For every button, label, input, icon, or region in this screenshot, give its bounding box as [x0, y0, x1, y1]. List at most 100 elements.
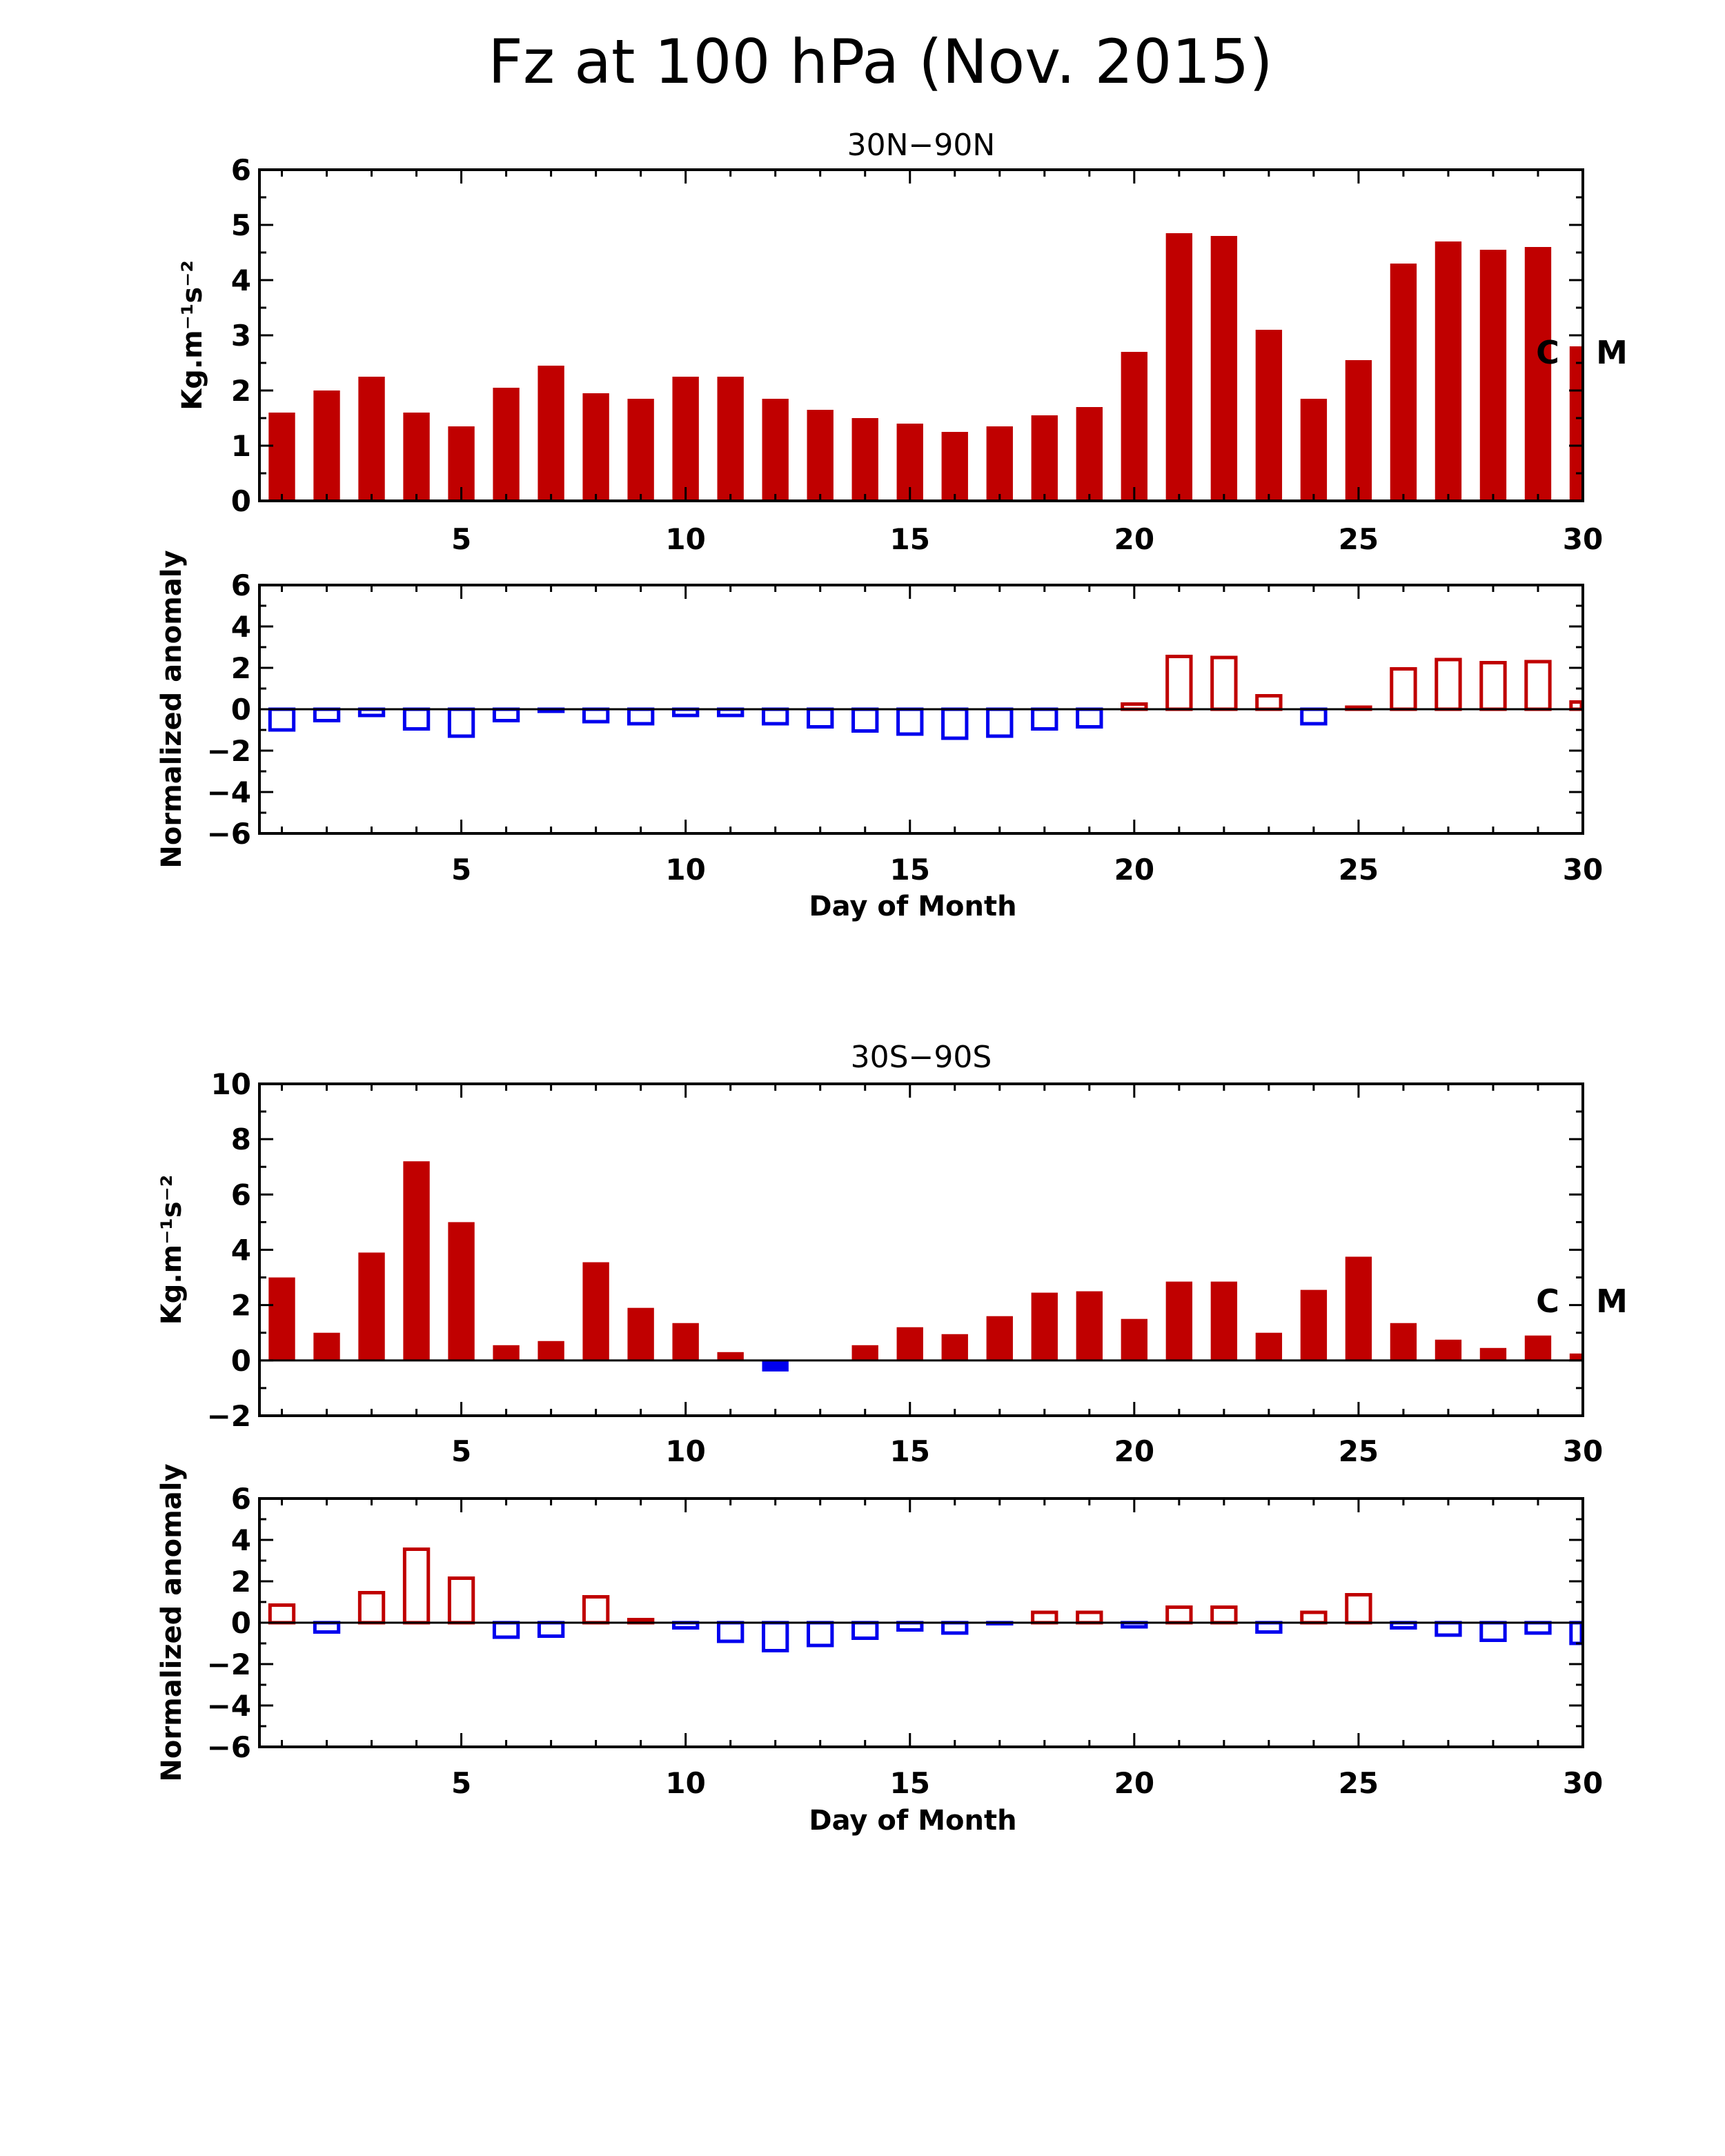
- bar: [1255, 1332, 1283, 1361]
- bar: [582, 1595, 610, 1625]
- bar: [1435, 241, 1462, 501]
- chart-panel-4: 5 10 15 20 25 30 −6 −4 −2 0 2 4 6 Normalized anomaly D…: [156, 1463, 1603, 1837]
- bar: [717, 377, 744, 501]
- bar: [896, 707, 924, 736]
- y-tick-label: 6: [231, 1482, 251, 1516]
- bar: [538, 366, 564, 501]
- bar: [762, 1621, 789, 1652]
- x-tick-label: 30: [1563, 853, 1603, 887]
- y-tick-label: 6: [231, 568, 251, 602]
- y-tick-label: 6: [231, 1178, 251, 1211]
- bar: [1255, 1621, 1283, 1634]
- bar: [1165, 655, 1193, 711]
- x-tick-label: 30: [1563, 522, 1603, 556]
- bar: [941, 1621, 969, 1635]
- bar: [941, 1334, 968, 1361]
- bar: [851, 1345, 878, 1361]
- y-tick-label: 6: [231, 153, 251, 187]
- bar: [672, 1323, 699, 1361]
- bar: [807, 707, 834, 729]
- bar: [1479, 250, 1507, 501]
- bar: [672, 377, 699, 501]
- bar: [402, 707, 431, 731]
- y-tick-label: 2: [231, 1289, 251, 1323]
- bar: [1390, 667, 1417, 711]
- bar: [1524, 660, 1552, 711]
- y-tick-label: 4: [231, 1523, 251, 1557]
- bar: [807, 1621, 834, 1648]
- x-tick-label: 25: [1339, 522, 1379, 556]
- y-tick-label: 2: [231, 374, 251, 408]
- y-tick-label: 10: [211, 1067, 251, 1101]
- bar: [492, 1621, 520, 1639]
- bar: [1345, 1256, 1372, 1361]
- bar: [1121, 352, 1148, 501]
- x-tick-label: 20: [1114, 853, 1154, 887]
- bar: [1345, 360, 1372, 501]
- bar: [1031, 1610, 1058, 1625]
- bar: [492, 707, 520, 722]
- y-tick-label: 0: [231, 1606, 251, 1640]
- y-tick-label: 1: [231, 429, 251, 463]
- bar: [268, 1603, 296, 1625]
- bar: [537, 1621, 565, 1638]
- bar: [1210, 1281, 1238, 1361]
- x-tick-label: 10: [665, 522, 705, 556]
- bar: [447, 707, 475, 738]
- bar: [762, 707, 789, 726]
- bar: [313, 1332, 340, 1361]
- bar: [448, 1222, 475, 1361]
- y-tick-label: −6: [207, 817, 251, 851]
- chart-panel-3: 5 10 15 20 25 30 −2 0 2 4 6 8 10 30S−90S Kg.m⁻¹s⁻² C M: [156, 1040, 1628, 1468]
- chart-panel-1: 5 10 15 20 25 30 0 1 2 3 4 5 6 30N−90N Kg.m⁻¹s⁻² C M: [177, 128, 1628, 556]
- bar: [1300, 707, 1328, 726]
- x-axis-label: Day of Month: [809, 1805, 1016, 1837]
- x-tick-label: 25: [1339, 853, 1379, 887]
- x-tick-label: 10: [665, 853, 705, 887]
- x-tick-label: 20: [1114, 522, 1154, 556]
- bar: [402, 1547, 431, 1625]
- bar: [1479, 1347, 1507, 1361]
- bar: [1300, 1610, 1328, 1625]
- bar: [1076, 1291, 1103, 1361]
- x-tick-label: 25: [1339, 1766, 1379, 1800]
- bar: [627, 707, 655, 726]
- annotation-m: M: [1596, 1283, 1628, 1320]
- bar: [403, 413, 430, 501]
- x-tick-label: 30: [1563, 1766, 1603, 1800]
- bar: [313, 707, 341, 722]
- y-axis-label: Kg.m⁻¹s⁻²: [177, 260, 208, 411]
- bar: [1390, 264, 1417, 501]
- y-tick-label: 0: [231, 484, 251, 518]
- x-tick-label: 25: [1339, 1434, 1379, 1468]
- bar: [1076, 407, 1103, 501]
- bar: [1210, 655, 1238, 711]
- y-tick-label: 0: [231, 1344, 251, 1378]
- bar: [1569, 1621, 1584, 1645]
- bar: [1165, 233, 1193, 501]
- chart-panel-2: 5 10 15 20 25 30 −6 −4 −2 0 2 4 6 Normalized anomaly D…: [156, 550, 1603, 922]
- y-tick-label: −6: [207, 1730, 251, 1764]
- bar: [941, 707, 969, 740]
- bar: [627, 1307, 654, 1361]
- bar: [1255, 694, 1283, 711]
- bar: [851, 418, 878, 501]
- panel-title: 30N−90N: [847, 128, 996, 163]
- bar: [941, 432, 968, 501]
- bar: [1569, 346, 1583, 501]
- bar: [807, 410, 834, 501]
- bar: [582, 707, 610, 724]
- bar: [1524, 1621, 1552, 1635]
- bar: [1569, 1353, 1583, 1361]
- bar: [851, 707, 879, 733]
- x-tick-label: 10: [665, 1766, 705, 1800]
- bar: [313, 1621, 341, 1634]
- x-tick-label: 15: [890, 522, 930, 556]
- y-tick-label: −4: [207, 1689, 251, 1723]
- y-tick-label: 2: [231, 651, 251, 685]
- bar: [1479, 661, 1507, 711]
- bar: [1435, 657, 1462, 711]
- y-tick-label: −2: [207, 1648, 251, 1681]
- annotation-c: C: [1536, 334, 1559, 371]
- annotation-c: C: [1536, 1283, 1559, 1320]
